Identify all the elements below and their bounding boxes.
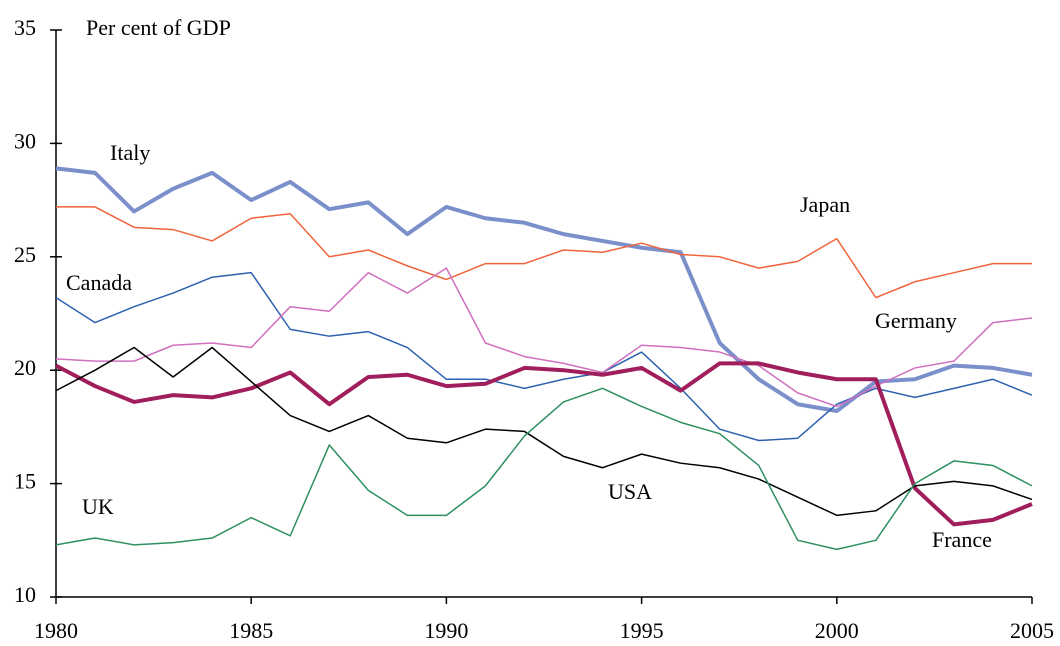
y-tick-label: 35: [14, 15, 36, 40]
series-line: [55, 166, 1033, 414]
y-tick-label: 25: [14, 242, 36, 267]
y-tick-label: 10: [14, 582, 36, 607]
x-tick-label: 1985: [229, 618, 273, 643]
x-tick-label: 1990: [424, 618, 468, 643]
series-label: Japan: [800, 192, 850, 217]
y-tick-label: 20: [14, 355, 36, 380]
series-line: [55, 271, 1033, 442]
series-label: Italy: [110, 140, 150, 165]
x-tick-label: 2000: [815, 618, 859, 643]
y-axis-label: Per cent of GDP: [86, 15, 231, 40]
x-tick-label: 2005: [1010, 618, 1054, 643]
y-tick-label: 15: [14, 469, 36, 494]
series-label: Germany: [875, 308, 957, 333]
series-line: [55, 267, 1033, 408]
y-tick-label: 30: [14, 128, 36, 153]
series-label: France: [932, 527, 992, 552]
series-line: [55, 361, 1033, 527]
x-tick-label: 1980: [34, 618, 78, 643]
series-line: [56, 206, 1032, 299]
series-label: UK: [82, 494, 114, 519]
x-tick-label: 1995: [620, 618, 664, 643]
series-line: [55, 387, 1033, 551]
series-line: [55, 346, 1033, 517]
series-label: Canada: [66, 270, 132, 295]
series-label: USA: [608, 479, 652, 504]
